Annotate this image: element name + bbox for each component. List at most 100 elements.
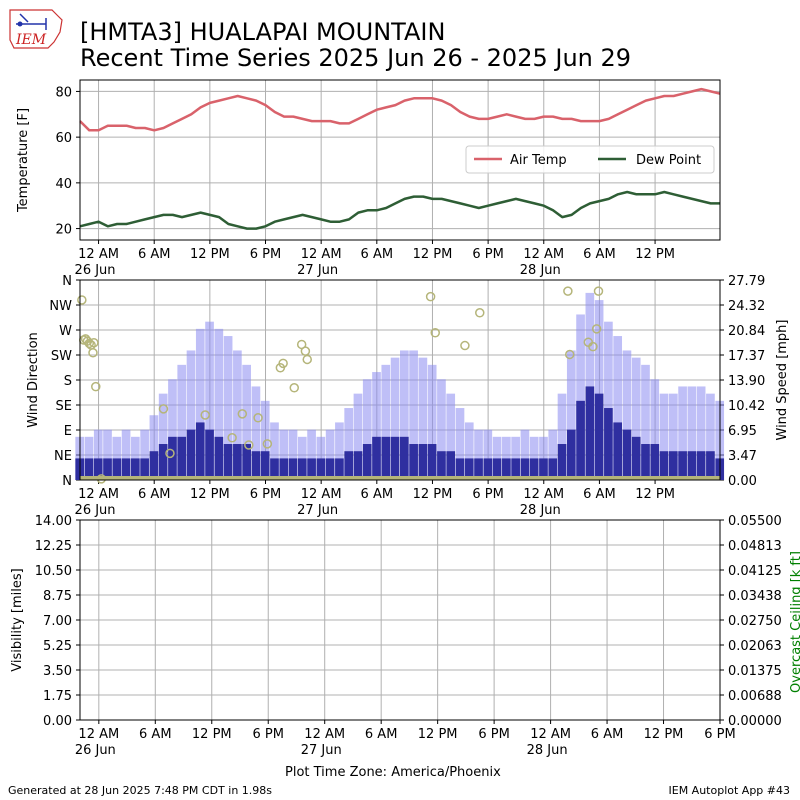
y-tick-label-right: 10.42: [728, 399, 765, 414]
y-tick-label-left: 0.00: [43, 714, 72, 729]
wind-gust-bar: [205, 321, 214, 480]
y-tick-label-right: 0.02750: [728, 614, 782, 629]
x-tick-label: 6 AM: [361, 487, 394, 502]
wind-gust-bar: [576, 314, 585, 480]
y-tick-label-left: E: [64, 424, 72, 439]
y-tick-label-left: 5.25: [43, 639, 72, 654]
x-tick-label: 6 AM: [583, 487, 616, 502]
y-tick-label-right: 0.00000: [728, 714, 782, 729]
iem-logo: IEM: [6, 6, 66, 50]
wind-speed-bar: [400, 436, 409, 480]
legend-box: [465, 145, 715, 174]
wind-gust-bar: [557, 393, 567, 480]
wind-speed-bar: [149, 451, 159, 480]
wind-gust-bar: [566, 350, 576, 480]
wind-speed-bar: [659, 451, 669, 480]
wind-speed-bar: [353, 451, 363, 480]
y-tick-label-right: 0.00688: [728, 689, 782, 704]
wind-direction-point: [262, 439, 273, 449]
x-tick-label: 12 AM: [530, 727, 571, 742]
wind-gust-bar: [446, 393, 456, 480]
wind-speed-bar: [242, 444, 251, 480]
wind-speed-bar: [585, 386, 595, 480]
y-tick-label-right: 0.03438: [728, 589, 782, 604]
wind-speed-bar: [233, 444, 242, 480]
x-tick-label: 12 AM: [78, 727, 119, 742]
x-tick-label: 12 PM: [190, 487, 230, 502]
wind-speed-bar: [566, 429, 576, 480]
wind-speed-bar: [223, 444, 233, 480]
x-tick-label: 6 PM: [250, 247, 281, 262]
plot-frame: [79, 279, 721, 481]
wind-speed-bar: [381, 436, 391, 480]
x-tick-date-label: 28 Jun: [527, 743, 568, 758]
wind-speed-bar: [687, 451, 697, 480]
wind-speed-bar: [140, 458, 149, 480]
wind-speed-bar: [418, 444, 428, 480]
wind-gust-bar: [668, 393, 678, 480]
wind-speed-bar: [158, 444, 168, 480]
x-tick-label: 12 AM: [78, 247, 119, 262]
wind-gust-bar: [279, 429, 289, 480]
wind-speed-bar: [604, 408, 613, 480]
y-tick-label-left: N: [62, 474, 72, 489]
app-note: IEM Autoplot App #43: [668, 784, 791, 797]
y-tick-label-right: 0.02063: [728, 639, 782, 654]
legend-label-air-temp: Air Temp: [510, 153, 567, 168]
y-tick-label-left: NW: [49, 299, 72, 314]
wind-direction-point: [591, 324, 602, 334]
y-tick-label-left: 14.00: [35, 514, 72, 529]
x-tick-label: 6 AM: [583, 247, 616, 262]
y-tick-label-left: S: [64, 374, 72, 389]
wind-gust-bar: [335, 422, 344, 480]
wind-speed-bar: [446, 451, 456, 480]
wind-speed-bar: [557, 444, 567, 480]
wind-direction-point: [588, 341, 598, 352]
wind-direction-point: [96, 474, 107, 484]
x-tick-label: 12 AM: [523, 247, 564, 262]
x-tick-label: 6 AM: [591, 727, 624, 742]
wind-speed-bar: [520, 458, 530, 480]
wind-gust-bar: [418, 357, 428, 480]
wind-speed-bar: [437, 451, 446, 480]
wind-speed-bar: [706, 451, 715, 480]
x-tick-label: 12 AM: [301, 247, 342, 262]
y-tick-label-right: 3.47: [728, 449, 757, 464]
wind-speed-bar: [260, 451, 270, 480]
plot-frame: [79, 519, 721, 721]
wind-speed-bar: [335, 458, 344, 480]
wind-gust-bar: [307, 429, 316, 480]
y-tick-label: 20: [55, 223, 72, 238]
x-tick-label: 6 PM: [478, 727, 509, 742]
y-tick-label-left: N: [62, 274, 72, 289]
wind-direction-point: [227, 433, 237, 443]
wind-gust-bar: [437, 379, 446, 480]
wind-speed-bar: [186, 429, 196, 480]
wind-direction-point: [425, 291, 436, 302]
wind-speed-bar: [297, 458, 307, 480]
wind-gust-bar: [464, 422, 474, 480]
wind-speed-bar: [613, 422, 623, 480]
y-tick-label-right: 0.04125: [728, 564, 782, 579]
x-tick-label: 6 PM: [472, 247, 503, 262]
wind-speed-bar: [270, 458, 279, 480]
y-tick-label-right: 27.79: [728, 274, 765, 289]
wind-gust-bar: [195, 328, 205, 480]
x-tick-date-label: 26 Jun: [75, 743, 116, 758]
y-tick-label-left: 8.75: [43, 589, 72, 604]
wind-speed-bar: [168, 436, 177, 480]
y-tick-label-right: 0.01375: [728, 664, 782, 679]
y-tick-label-left: 3.50: [43, 664, 72, 679]
wind-speed-bar: [325, 458, 335, 480]
wind-gust-bar: [140, 429, 149, 480]
wind-speed-bar: [344, 451, 354, 480]
wind-gust-bar: [474, 429, 483, 480]
wind-speed-bar: [316, 458, 326, 480]
wind-gust-bar: [483, 429, 493, 480]
y-axis-label-left: Wind Direction: [26, 332, 41, 428]
wind-direction-point: [289, 383, 300, 393]
wind-speed-bar: [390, 436, 400, 480]
x-tick-label: 12 PM: [190, 247, 230, 262]
wind-direction-baseline: [80, 476, 720, 480]
wind-speed-bar: [177, 436, 187, 480]
